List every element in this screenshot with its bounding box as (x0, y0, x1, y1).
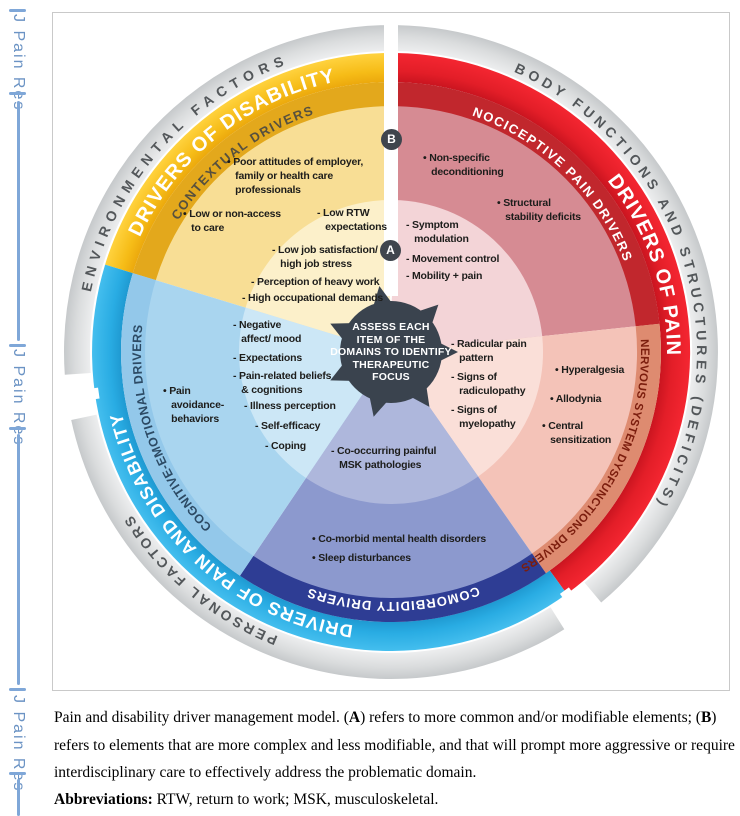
driver-item: - Signs of radiculopathy (451, 371, 526, 397)
driver-item: - Illness perception (244, 400, 336, 412)
ring-gap-bottom-right (559, 587, 592, 626)
abbreviations: Abbreviations: RTW, return to work; MSK,… (54, 788, 736, 812)
driver-item: - Perception of heavy work (251, 276, 380, 288)
driver-item: • Structural stability deficits (497, 197, 581, 223)
driver-item: - High occupational demands (242, 292, 384, 304)
ring-gap-left (59, 387, 100, 404)
sector-comorbidity-inner (306, 352, 479, 504)
arc-contextual-label-band (132, 82, 387, 281)
driver-item: - Low job satisfaction/ high job stress (272, 244, 378, 270)
sidebar-rule (17, 779, 20, 816)
driver-item: • Co-morbid mental health disorders (312, 533, 487, 545)
arc-nervous-label-band (532, 323, 661, 574)
driver-item: - Co-occurring painful MSK pathologies (331, 445, 437, 471)
driver-item: - Symptom modulation (406, 219, 469, 245)
sidebar-tick (9, 9, 26, 12)
driver-item: • Pain avoidance- behaviors (163, 385, 225, 425)
driver-item: - Expectations (233, 352, 302, 364)
sidebar-tick (9, 772, 26, 775)
ring-personal-arc (71, 414, 565, 679)
sector-contextual-inner (245, 200, 391, 352)
driver-item: - Negative affect/ mood (233, 319, 302, 345)
badge-a: A (380, 240, 401, 261)
arc-cognitive-label-band (121, 273, 254, 576)
ring-body-functions-arc (396, 25, 718, 603)
band-drivers-of-pain (395, 53, 691, 594)
top-divider-gap (384, 18, 398, 296)
driver-item: • Non-specific deconditioning (423, 152, 504, 178)
caption-badge-a-ref: A (348, 709, 361, 726)
caption-text: ) refers to more common and/or modifiabl… (360, 709, 701, 726)
figure-caption: Pain and disability driver management mo… (54, 704, 736, 787)
sidebar-rule (17, 434, 20, 685)
caption-text: ) refers to elements that are more compl… (54, 709, 735, 781)
driver-item: • Allodynia (550, 393, 602, 405)
sidebar-tick (9, 688, 26, 691)
abbreviations-label: Abbreviations: (54, 791, 153, 808)
driver-item: - Mobility + pain (406, 270, 483, 282)
hub-instruction: ASSESS EACH ITEM OF THE DOMAINS TO IDENT… (330, 321, 452, 383)
driver-item: - Radicular pain pattern (451, 338, 527, 364)
driver-item: - Self-efficacy (255, 420, 321, 432)
driver-item: • Poor attitudes of employer, family or … (227, 156, 364, 196)
ring-environmental-arc (64, 25, 386, 375)
caption-badge-b-ref: B (700, 709, 712, 726)
journal-label: J Pain Res (10, 349, 27, 447)
driver-item: • Low or non-access to care (183, 208, 281, 234)
sidebar-tick (9, 92, 26, 95)
driver-item: • Hyperalgesia (555, 364, 625, 376)
band-drivers-of-pain-and-disability (92, 264, 567, 652)
arc-comorbidity-label-band (240, 553, 546, 623)
driver-item: - Pain-related beliefs & cognitions (233, 370, 332, 396)
driver-item: • Central sensitization (542, 420, 612, 446)
sidebar-tick (9, 344, 26, 347)
sidebar-rule (17, 101, 20, 341)
central-hub (330, 286, 458, 417)
driver-item: - Coping (265, 440, 306, 452)
journal-label: J Pain Res (10, 14, 27, 112)
abbreviations-text: RTW, return to work; MSK, musculoskeleta… (152, 791, 439, 808)
journal-label: J Pain Res (10, 695, 27, 793)
sidebar-tick (9, 427, 26, 430)
driver-item: - Signs of myelopathy (451, 404, 516, 430)
driver-item: - Movement control (406, 253, 500, 265)
driver-item: - Low RTW expectations (317, 207, 387, 233)
caption-text: Pain and disability driver management mo… (54, 709, 349, 726)
driver-item: • Sleep disturbances (312, 552, 411, 564)
badge-b: B (381, 129, 402, 150)
arc-nociceptive-label-band (395, 82, 660, 327)
band-drivers-of-disability (105, 53, 387, 274)
